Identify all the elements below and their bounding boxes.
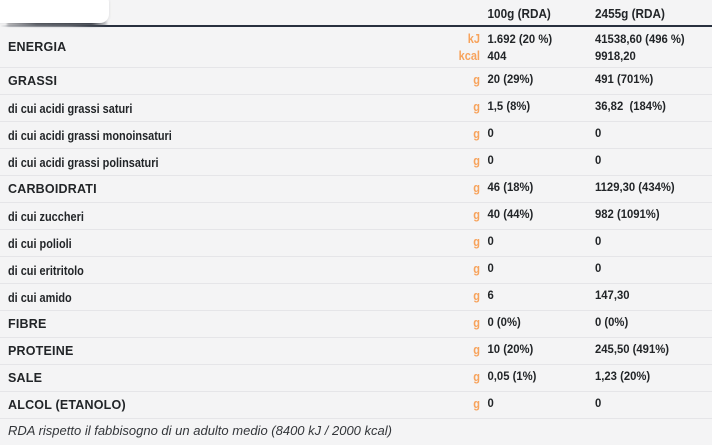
row-label: ALCOL (ETANOLO) <box>8 398 126 412</box>
value-100g: 0,05 (1%) <box>487 369 537 383</box>
value-2455g: 491 (701%) <box>595 72 654 86</box>
row-label: di cui acidi grassi saturi <box>8 100 133 116</box>
value-100g: 20 (29%) <box>487 72 534 86</box>
column-header-100g: 100g (RDA) <box>487 6 551 21</box>
row-label: GRASSI <box>8 74 58 88</box>
rda-footnote: RDA rispetto il fabbisogno di un adulto … <box>8 423 392 438</box>
column-header-2455g: 2455g (RDA) <box>595 6 665 21</box>
value-2455g: 0 <box>595 126 602 140</box>
header-underline <box>0 25 712 27</box>
value-2455g: 0 <box>595 396 602 410</box>
row-label: CARBOIDRATI <box>8 182 97 196</box>
value-2455g: 0 <box>595 261 602 275</box>
unit-label: g <box>473 100 480 114</box>
value-kcal-2455g: 9918,20 <box>595 49 636 63</box>
table-row-grassi: GRASSI g 20 (29%) 491 (701%) <box>0 68 712 95</box>
table-header-row: 100g (RDA) 2455g (RDA) <box>0 0 712 27</box>
row-label: SALE <box>8 371 43 385</box>
value-2455g: 147,30 <box>595 288 630 302</box>
table-row-alcol: ALCOL (ETANOLO) g 0 0 <box>0 392 712 419</box>
row-label: di cui zuccheri <box>8 208 84 224</box>
value-100g: 0 <box>487 396 494 410</box>
value-100g: 0 (0%) <box>487 315 521 329</box>
value-2455g: 245,50 (491%) <box>595 342 670 356</box>
table-row-saturi: di cui acidi grassi saturi g 1,5 (8%) 36… <box>0 95 712 122</box>
redaction-white-blob <box>0 0 109 23</box>
row-label: di cui eritritolo <box>8 262 84 278</box>
table-row-amido: di cui amido g 6 147,30 <box>0 284 712 311</box>
table-row-energia: ENERGIA kJ kcal 1.692 (20 %) 404 41538,6… <box>0 27 712 68</box>
table-row-polioli: di cui polioli g 0 0 <box>0 230 712 257</box>
value-kj-100g: 1.692 (20 %) <box>487 32 553 46</box>
value-100g: 10 (20%) <box>487 342 534 356</box>
row-label: FIBRE <box>8 317 47 331</box>
table-row-polinsaturi: di cui acidi grassi polinsaturi g 0 0 <box>0 149 712 176</box>
unit-kcal: kcal <box>458 49 480 63</box>
value-100g: 40 (44%) <box>487 207 534 221</box>
redaction-smudge <box>7 21 107 26</box>
row-label: ENERGIA <box>8 40 67 54</box>
value-100g: 46 (18%) <box>487 180 534 194</box>
table-row-monoinsaturi: di cui acidi grassi monoinsaturi g 0 0 <box>0 122 712 149</box>
table-row-proteine: PROTEINE g 10 (20%) 245,50 (491%) <box>0 338 712 365</box>
table-row-sale: SALE g 0,05 (1%) 1,23 (20%) <box>0 365 712 392</box>
unit-label: g <box>473 73 480 87</box>
value-2455g: 0 <box>595 234 602 248</box>
unit-label: g <box>473 370 480 384</box>
value-100g: 0 <box>487 234 494 248</box>
value-2455g: 41538,60 (496 %) 9918,20 <box>595 27 705 65</box>
unit-label: g <box>473 235 480 249</box>
value-kcal-100g: 404 <box>487 49 507 63</box>
value-2455g: 1,23 (20%) <box>595 369 651 383</box>
unit-label: g <box>473 154 480 168</box>
value-2455g: 0 <box>595 153 602 167</box>
value-2455g: 1129,30 (434%) <box>595 180 675 194</box>
unit-label: g <box>473 289 480 303</box>
unit-labels: kJ kcal <box>445 27 480 65</box>
table-row-eritritolo: di cui eritritolo g 0 0 <box>0 257 712 284</box>
value-100g: 0 <box>487 126 494 140</box>
value-2455g: 982 (1091%) <box>595 207 660 221</box>
table-row-zuccheri: di cui zuccheri g 40 (44%) 982 (1091%) <box>0 203 712 230</box>
value-2455g: 0 (0%) <box>595 315 629 329</box>
table-row-fibre: FIBRE g 0 (0%) 0 (0%) <box>0 311 712 338</box>
value-100g: 1,5 (8%) <box>487 99 531 113</box>
row-label: di cui acidi grassi monoinsaturi <box>8 127 172 143</box>
unit-label: g <box>473 181 480 195</box>
unit-label: g <box>473 343 480 357</box>
value-100g: 0 <box>487 261 494 275</box>
unit-kj: kJ <box>467 32 480 46</box>
value-100g: 0 <box>487 153 494 167</box>
row-label: di cui polioli <box>8 235 72 251</box>
unit-label: g <box>473 208 480 222</box>
unit-label: g <box>473 262 480 276</box>
unit-label: g <box>473 397 480 411</box>
value-2455g: 36,82 (184%) <box>595 99 666 113</box>
row-label: di cui acidi grassi polinsaturi <box>8 154 159 170</box>
table-row-carboidrati: CARBOIDRATI g 46 (18%) 1129,30 (434%) <box>0 176 712 203</box>
value-100g: 1.692 (20 %) 404 <box>480 27 588 65</box>
row-label: PROTEINE <box>8 344 74 358</box>
row-label: di cui amido <box>8 289 72 305</box>
value-100g: 6 <box>487 288 494 302</box>
unit-label: g <box>473 127 480 141</box>
value-kj-2455g: 41538,60 (496 %) <box>595 32 685 46</box>
unit-label: g <box>473 316 480 330</box>
